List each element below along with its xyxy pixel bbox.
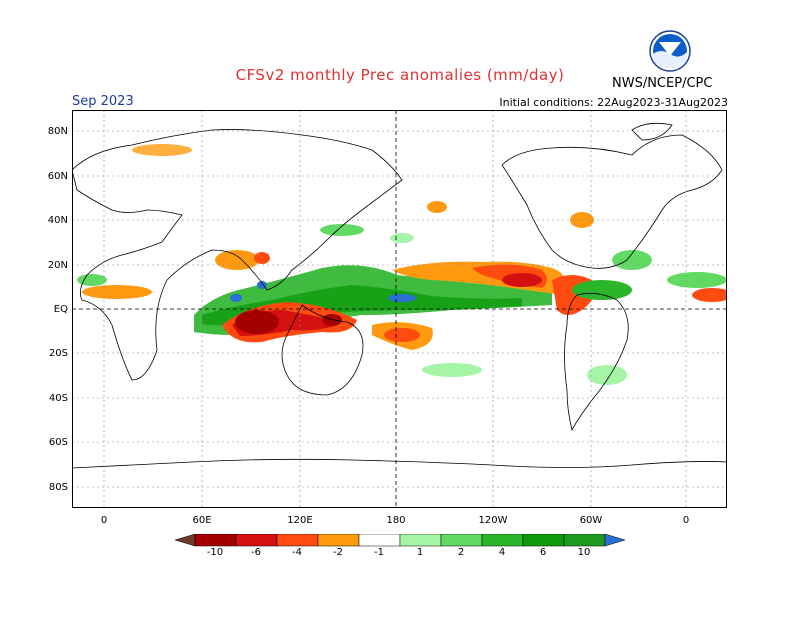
colorbar-cell [399,534,442,547]
colorbar-label: 6 [539,547,547,558]
graticule [72,110,727,508]
noaa-logo [649,30,691,72]
lat-label: 40N [47,215,68,226]
colorbar-label: -6 [251,547,261,558]
colorbar [175,534,625,547]
initial-conditions: Initial conditions: 22Aug2023-31Aug2023 [499,96,728,109]
anomaly-fields [77,144,727,385]
lon-label: 180 [386,515,406,526]
lon-label: 120E [287,515,313,526]
colorbar-cell [440,534,483,547]
forecast-period: Sep 2023 [72,94,134,109]
lat-label: 20S [48,348,68,359]
colorbar-cell [563,534,606,547]
lon-label: 120W [478,515,508,526]
colorbar-cell [175,534,196,547]
colorbar-label: -2 [333,547,343,558]
colorbar-cell [358,534,401,547]
chart-title: CFSv2 monthly Prec anomalies (mm/day) [235,66,565,84]
lat-label: 80S [48,482,68,493]
lat-label: EQ [53,304,68,315]
lon-label: 60W [579,515,603,526]
colorbar-label: -10 [206,547,224,558]
lon-label: 60E [192,515,212,526]
lon-label: 0 [100,515,108,526]
lon-label: 0 [682,515,690,526]
precip-anomaly-map [72,110,727,508]
lat-label: 40S [48,393,68,404]
colorbar-cell [481,534,524,547]
colorbar-label: 4 [498,547,506,558]
lat-label: 60N [47,171,68,182]
lat-label: 80N [47,126,68,137]
agency-label: NWS/NCEP/CPC [612,76,713,91]
coastlines [72,122,727,469]
colorbar-cell [194,534,237,547]
lat-label: 20N [47,260,68,271]
lat-label: 60S [48,437,68,448]
colorbar-label: -4 [292,547,302,558]
colorbar-cell [235,534,278,547]
colorbar-cell [317,534,360,547]
colorbar-cell [604,534,625,547]
colorbar-label: -1 [374,547,384,558]
colorbar-cell [522,534,565,547]
colorbar-label: 10 [577,547,591,558]
colorbar-label: 2 [457,547,465,558]
colorbar-label: 1 [416,547,424,558]
colorbar-cell [276,534,319,547]
